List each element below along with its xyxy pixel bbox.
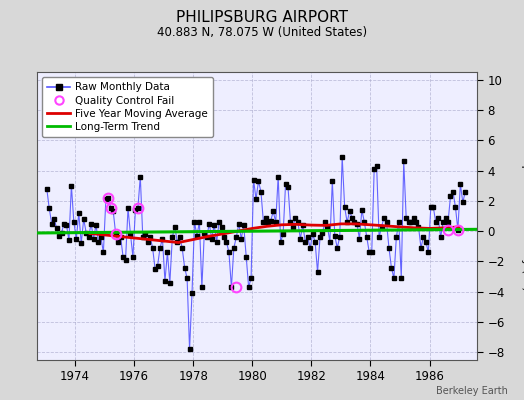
Text: PHILIPSBURG AIRPORT: PHILIPSBURG AIRPORT xyxy=(176,10,348,25)
Text: 40.883 N, 78.075 W (United States): 40.883 N, 78.075 W (United States) xyxy=(157,26,367,39)
Text: Berkeley Earth: Berkeley Earth xyxy=(436,386,508,396)
Y-axis label: Temperature Anomaly (°C): Temperature Anomaly (°C) xyxy=(521,142,524,290)
Legend: Raw Monthly Data, Quality Control Fail, Five Year Moving Average, Long-Term Tren: Raw Monthly Data, Quality Control Fail, … xyxy=(42,77,213,137)
